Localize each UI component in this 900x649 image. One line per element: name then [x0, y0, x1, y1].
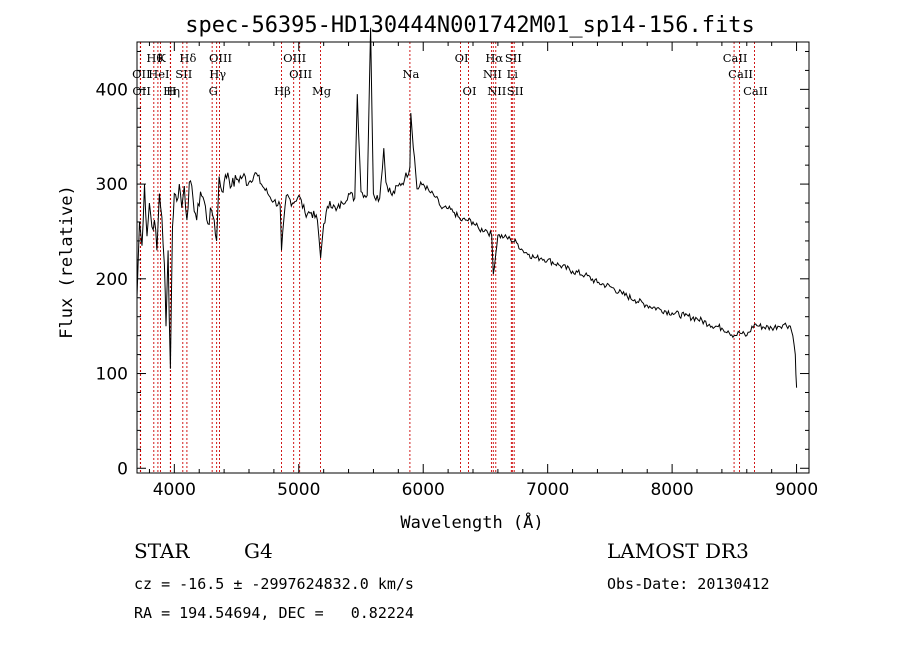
observation-date: Obs-Date: 20130412: [607, 575, 770, 593]
spectral-line-label: Hα: [485, 51, 503, 65]
spectral-line-label: HeI: [148, 67, 169, 81]
object-subclass: G4: [244, 539, 273, 563]
spectral-line-label: H: [166, 84, 176, 98]
y-tick-label: 400: [96, 80, 128, 100]
spectral-line-label: K: [157, 51, 166, 65]
spectral-line-label: Hγ: [209, 67, 226, 81]
x-axis-label: Wavelength (Å): [400, 511, 543, 533]
spectral-line-label: NII: [483, 67, 502, 81]
redshift-line: cz = -16.5 ± -2997624832.0 km/s: [134, 575, 414, 593]
survey-name: LAMOST DR3: [607, 539, 749, 563]
spectral-line-label: Hθ: [146, 51, 163, 65]
spectral-line-label: OIII: [209, 51, 232, 65]
spectral-line-label: NII: [487, 84, 506, 98]
x-tick-label: 7000: [526, 480, 569, 500]
x-tick-label: 9000: [775, 480, 818, 500]
x-tick-label: 4000: [153, 480, 196, 500]
x-tick-label: 5000: [277, 480, 320, 500]
spectral-line-label: CaII: [728, 67, 753, 81]
spectral-line-label: OI: [463, 84, 477, 98]
y-tick-label: 200: [96, 270, 128, 290]
x-tick-label: 8000: [650, 480, 693, 500]
chart-title: spec-56395-HD130444N001742M01_sp14-156.f…: [185, 13, 755, 38]
y-axis-ticks: 0 100 200 300 400: [96, 50, 809, 479]
x-axis-ticks: 4000 5000 6000 7000 8000 9000: [148, 42, 818, 500]
spectral-line-label: OIII: [289, 67, 312, 81]
spectral-line-label: OII: [132, 84, 151, 98]
spectral-line-label: OIII: [283, 51, 306, 65]
spectral-line-label: Hδ: [179, 51, 196, 65]
spectral-line-label: Na: [402, 67, 419, 81]
spectral-line-label: CaII: [723, 51, 748, 65]
spectral-line-label: Hη: [163, 84, 180, 98]
y-tick-label: 300: [96, 175, 128, 195]
x-tick-label: 6000: [402, 480, 445, 500]
spectral-lines: [139, 42, 755, 473]
y-tick-label: 0: [117, 459, 128, 479]
spectral-line-label: G: [209, 84, 218, 98]
y-tick-label: 100: [96, 365, 128, 385]
spectral-line-label: OI: [455, 51, 469, 65]
spectral-line-label: CaII: [743, 84, 768, 98]
spectral-line-label: Hβ: [274, 84, 291, 98]
spectral-line-label: Li: [507, 67, 519, 81]
spectral-line-label: SII: [507, 84, 524, 98]
object-class: STAR: [134, 539, 190, 563]
spectral-line-label: Mg: [312, 84, 332, 98]
spectral-line-label: SII: [505, 51, 522, 65]
plot-frame: [136, 41, 810, 474]
spectral-line-label: SII: [175, 67, 192, 81]
y-axis-label: Flux (relative): [57, 185, 77, 339]
coordinates-line: RA = 194.54694, DEC = 0.82224: [134, 604, 414, 622]
spectrum-line: [136, 27, 798, 388]
